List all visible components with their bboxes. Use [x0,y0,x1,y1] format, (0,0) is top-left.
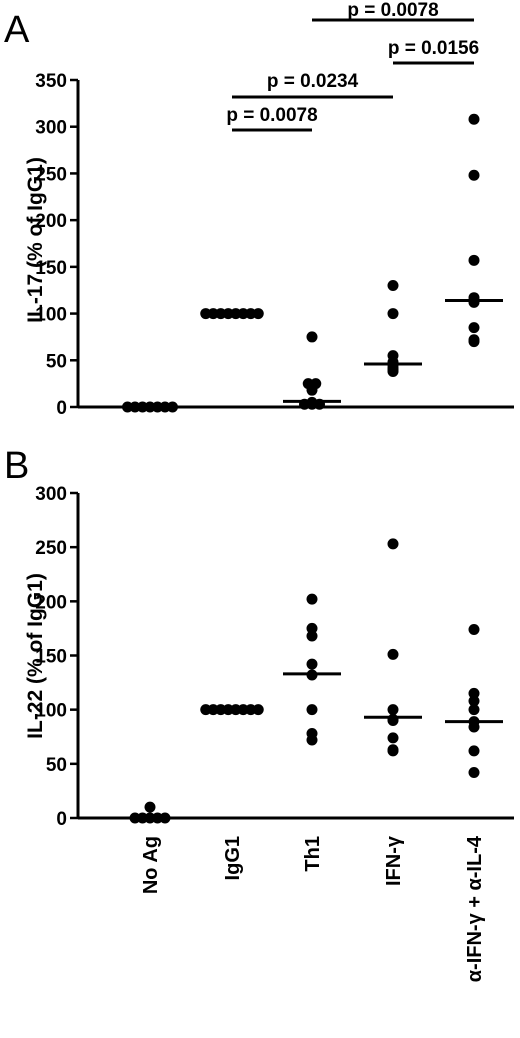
y-tick-label: 0 [56,398,67,419]
y-tick-label: 150 [35,258,67,279]
data-point [387,713,399,725]
data-point [306,593,318,605]
data-point [468,745,480,757]
panel-b-plot: 0 50 100 150 200 250 300 [35,484,514,830]
data-point [306,331,318,343]
data-point [306,622,318,634]
y-tick-label: 150 [35,647,67,668]
data-point [468,767,480,778]
y-tick-label: 200 [35,211,67,232]
y-tick-label: 350 [35,71,67,92]
panel-b-y-axis-label: IL-22 (% of IgG1) [24,573,47,739]
data-point [468,695,480,707]
data-point [387,744,399,756]
x-category-labels: No Ag IgG1 Th1 IFN-γ α-IFN-γ + α-IL-4 [140,835,486,982]
y-tick-label: 100 [35,701,67,722]
data-point [387,732,399,744]
data-point [387,648,399,660]
data-point [468,334,480,346]
x-category-label: IgG1 [222,836,244,880]
data-point [468,254,480,266]
panel-a-plot: 0 50 100 150 200 250 300 350 p = 0.0078 p = 0.023… [35,0,514,419]
p-value-label: p = 0.0078 [226,105,317,126]
y-tick-label: 50 [46,755,67,776]
y-tick-label: 250 [35,538,67,559]
data-point [468,687,480,699]
data-point [306,658,318,670]
data-point [306,704,318,716]
p-value-label: p = 0.0156 [388,38,479,59]
x-category-label: α-IFN-γ + α-IL-4 [464,835,486,982]
data-point [468,322,480,334]
data-point [310,378,322,390]
data-point [387,538,399,550]
y-tick-label: 50 [46,351,67,372]
y-tick-label: 200 [35,592,67,613]
panel-a-y-axis-label: IL-17 (% of IgG1) [24,157,47,323]
y-tick-label: 100 [35,305,67,326]
y-tick-label: 250 [35,164,67,185]
data-point [306,630,318,642]
panel-b-letter: B [4,445,29,487]
data-point [306,728,318,739]
y-tick-label: 0 [56,809,67,830]
data-point [468,704,480,716]
data-point [144,801,156,813]
data-point [387,308,399,320]
data-point [387,704,399,716]
data-point [468,169,480,181]
data-point [387,280,399,292]
x-category-label: IFN-γ [383,835,405,886]
data-point [468,624,480,635]
p-value-label: p = 0.0078 [347,0,438,21]
y-tick-label: 300 [35,484,67,505]
panel-a-letter: A [4,9,30,51]
p-value-label: p = 0.0234 [267,71,359,92]
y-tick-label: 300 [35,118,67,139]
data-point [387,350,399,362]
data-point [468,113,480,125]
x-category-label: No Ag [140,836,162,894]
x-category-label: Th1 [302,836,324,872]
